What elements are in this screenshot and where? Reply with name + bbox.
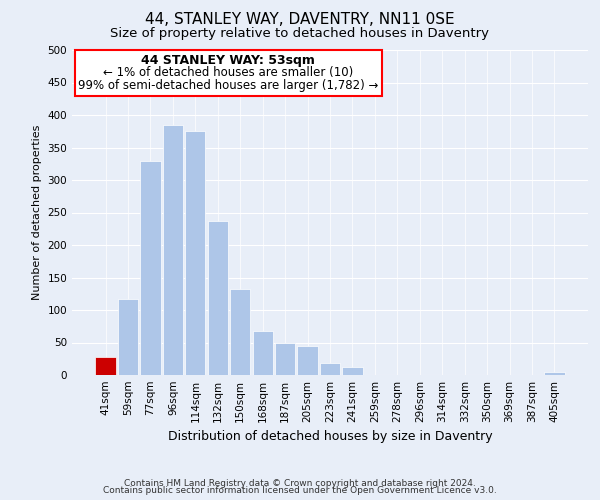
Bar xyxy=(140,160,161,375)
Bar xyxy=(544,372,565,375)
Bar xyxy=(320,364,340,375)
Text: Contains HM Land Registry data © Crown copyright and database right 2024.: Contains HM Land Registry data © Crown c… xyxy=(124,478,476,488)
Bar xyxy=(163,124,183,375)
Bar xyxy=(185,131,205,375)
X-axis label: Distribution of detached houses by size in Daventry: Distribution of detached houses by size … xyxy=(167,430,493,444)
Bar xyxy=(208,221,228,375)
Text: Size of property relative to detached houses in Daventry: Size of property relative to detached ho… xyxy=(110,28,490,40)
Bar xyxy=(275,342,295,375)
Bar xyxy=(95,357,116,375)
FancyBboxPatch shape xyxy=(74,50,382,96)
Bar xyxy=(230,288,250,375)
Bar xyxy=(118,299,138,375)
Y-axis label: Number of detached properties: Number of detached properties xyxy=(32,125,42,300)
Text: Contains public sector information licensed under the Open Government Licence v3: Contains public sector information licen… xyxy=(103,486,497,495)
Bar xyxy=(298,346,317,375)
Text: 44 STANLEY WAY: 53sqm: 44 STANLEY WAY: 53sqm xyxy=(141,54,315,66)
Bar xyxy=(343,367,362,375)
Bar xyxy=(253,331,273,375)
Text: 99% of semi-detached houses are larger (1,782) →: 99% of semi-detached houses are larger (… xyxy=(78,79,378,92)
Text: 44, STANLEY WAY, DAVENTRY, NN11 0SE: 44, STANLEY WAY, DAVENTRY, NN11 0SE xyxy=(145,12,455,28)
Text: ← 1% of detached houses are smaller (10): ← 1% of detached houses are smaller (10) xyxy=(103,66,353,79)
